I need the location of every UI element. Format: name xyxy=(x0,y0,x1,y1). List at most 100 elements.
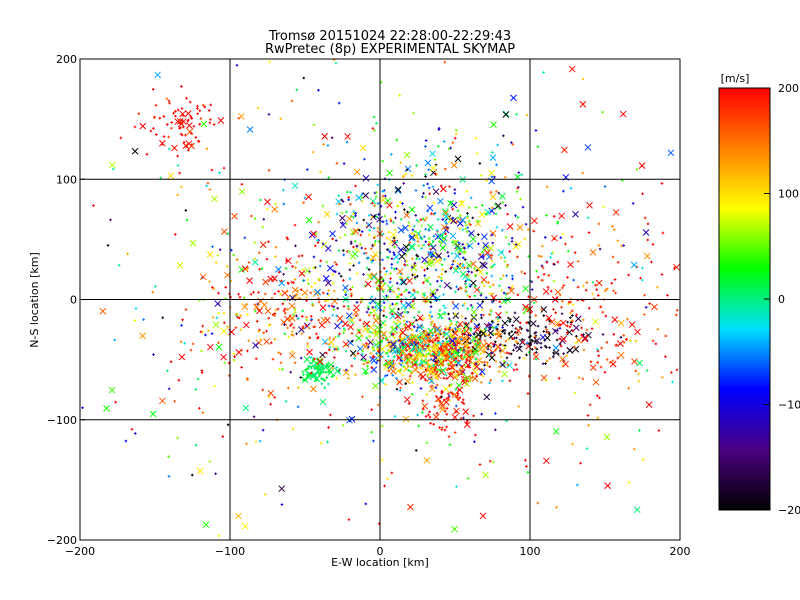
scatter-point xyxy=(637,379,641,383)
scatter-point xyxy=(534,314,538,317)
scatter-point xyxy=(415,344,419,348)
scatter-point xyxy=(458,267,462,270)
scatter-point xyxy=(411,381,414,384)
scatter-point xyxy=(429,300,432,304)
scatter-point xyxy=(238,295,242,299)
scatter-point xyxy=(450,322,453,325)
scatter-point xyxy=(155,133,158,136)
scatter-point xyxy=(566,324,569,328)
scatter-point xyxy=(276,307,280,311)
scatter-point xyxy=(458,200,465,208)
scatter-point xyxy=(262,218,266,221)
scatter-point xyxy=(316,336,319,340)
scatter-point xyxy=(476,219,480,223)
scatter-point xyxy=(326,440,329,444)
scatter-point xyxy=(570,235,574,239)
scatter-point xyxy=(236,316,240,319)
scatter-point xyxy=(499,355,503,359)
scatter-point xyxy=(442,238,445,241)
scatter-point xyxy=(548,346,551,349)
scatter-point xyxy=(576,483,579,487)
scatter-point xyxy=(514,214,517,217)
scatter-point xyxy=(411,347,415,350)
scatter-point xyxy=(469,334,472,337)
scatter-point xyxy=(491,326,495,329)
scatter-point xyxy=(432,373,440,380)
scatter-point xyxy=(474,326,481,333)
scatter-point xyxy=(571,442,575,446)
scatter-point xyxy=(348,277,352,281)
scatter-point xyxy=(468,295,472,299)
scatter-point xyxy=(370,254,377,262)
scatter-point xyxy=(531,217,538,225)
scatter-point xyxy=(360,200,364,203)
scatter-point xyxy=(365,336,368,340)
scatter-point xyxy=(279,293,282,296)
scatter-point xyxy=(410,328,414,332)
scatter-point xyxy=(232,253,236,257)
scatter-point xyxy=(533,339,537,343)
scatter-point xyxy=(327,176,330,180)
scatter-point xyxy=(449,334,452,337)
scatter-point xyxy=(375,339,383,347)
scatter-point xyxy=(267,389,275,397)
scatter-point xyxy=(401,202,404,205)
scatter-point xyxy=(376,347,379,351)
scatter-point xyxy=(581,77,585,81)
scatter-point xyxy=(450,252,454,255)
scatter-point xyxy=(459,216,467,224)
scatter-point xyxy=(427,168,431,171)
scatter-point xyxy=(438,368,441,372)
scatter-point xyxy=(326,292,329,296)
scatter-point xyxy=(152,127,155,130)
scatter-point xyxy=(289,370,292,374)
scatter-point xyxy=(520,270,523,274)
scatter-point xyxy=(419,373,427,381)
scatter-point xyxy=(571,314,574,317)
scatter-point xyxy=(416,290,419,294)
scatter-point xyxy=(232,352,236,355)
scatter-point xyxy=(190,473,194,477)
scatter-point xyxy=(466,226,470,229)
scatter-point xyxy=(422,217,425,221)
scatter-point xyxy=(398,339,402,343)
scatter-point xyxy=(278,368,281,371)
scatter-point xyxy=(443,428,447,432)
scatter-point xyxy=(465,273,469,277)
scatter-point xyxy=(483,350,487,354)
scatter-point xyxy=(309,315,313,318)
scatter-point xyxy=(317,318,320,322)
scatter-point xyxy=(437,332,440,336)
scatter-point xyxy=(181,318,184,322)
scatter-point xyxy=(405,259,408,263)
scatter-point xyxy=(261,428,265,432)
scatter-point xyxy=(321,133,328,140)
scatter-point xyxy=(180,324,183,327)
scatter-point xyxy=(427,251,431,255)
scatter-point xyxy=(431,340,435,344)
scatter-point xyxy=(390,312,394,316)
scatter-point xyxy=(646,238,650,242)
scatter-point xyxy=(271,313,275,316)
scatter-point xyxy=(510,141,513,144)
scatter-point xyxy=(109,218,112,222)
scatter-point xyxy=(420,364,424,368)
scatter-point xyxy=(396,319,400,322)
scatter-point xyxy=(437,359,445,367)
scatter-point xyxy=(552,308,555,311)
scatter-point xyxy=(464,282,468,285)
scatter-point xyxy=(552,351,555,355)
scatter-point xyxy=(398,337,406,345)
scatter-point xyxy=(512,368,516,372)
scatter-point xyxy=(416,314,424,322)
scatter-point xyxy=(306,348,313,356)
scatter-point xyxy=(412,111,415,115)
scatter-point xyxy=(302,279,306,282)
scatter-point xyxy=(365,342,368,345)
scatter-point xyxy=(436,336,439,340)
scatter-point xyxy=(334,239,338,242)
scatter-point xyxy=(424,175,427,178)
scatter-point xyxy=(630,261,638,269)
scatter-point xyxy=(566,276,569,279)
